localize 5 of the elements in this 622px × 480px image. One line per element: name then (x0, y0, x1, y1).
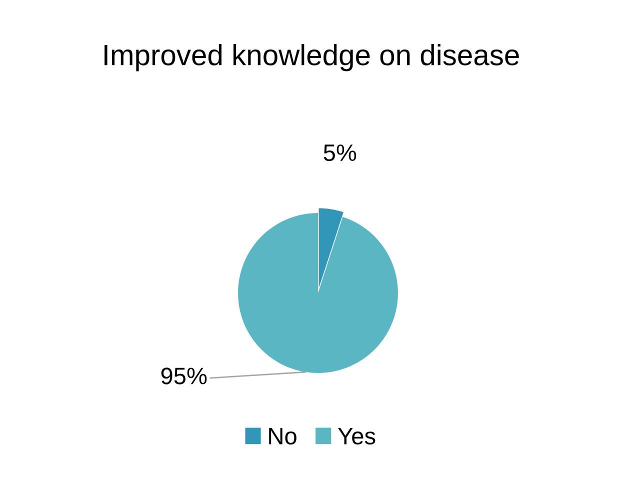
legend-label: Yes (338, 428, 376, 444)
legend-label: No (269, 428, 296, 444)
data-label: 95% (161, 368, 207, 384)
chart-title: Improved knowledge on disease (104, 44, 519, 72)
data-label: 5% (324, 144, 356, 162)
